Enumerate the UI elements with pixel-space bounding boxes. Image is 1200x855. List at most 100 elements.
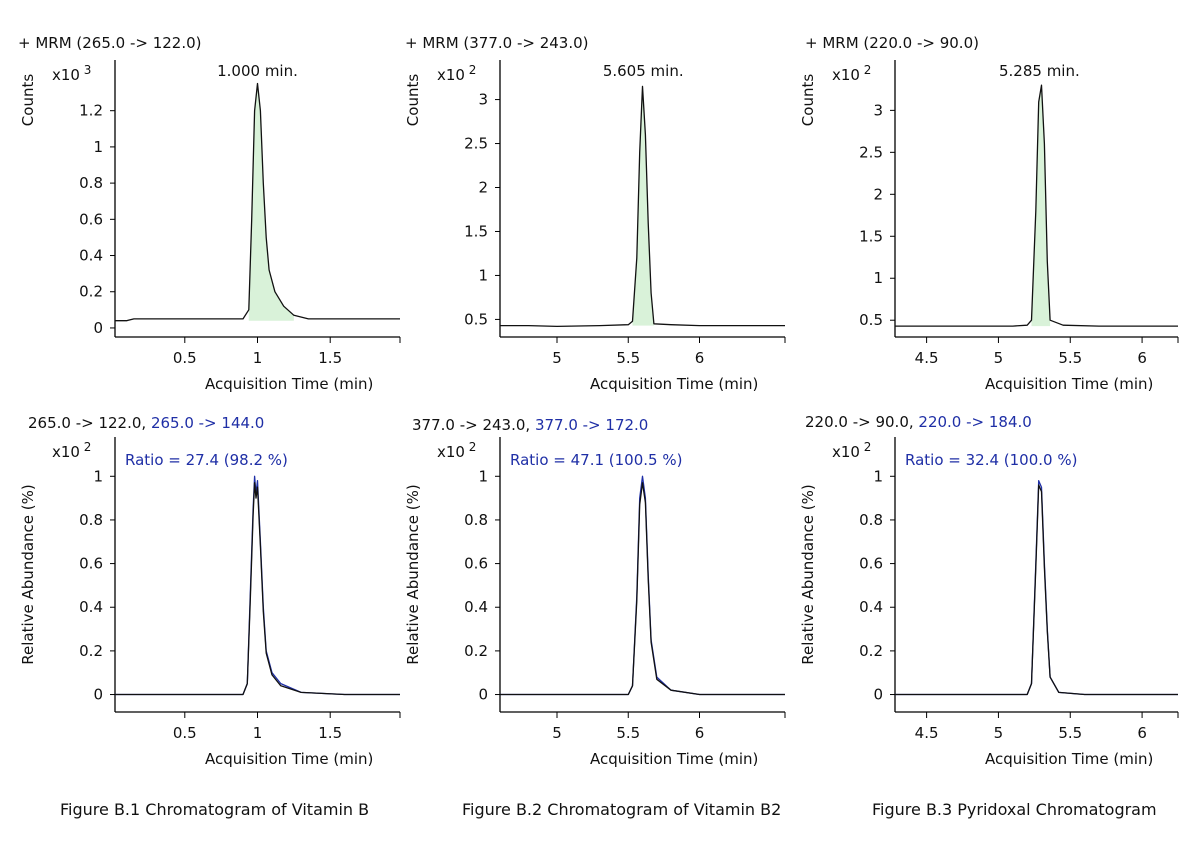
series-trace-1 [500, 475, 785, 696]
x-tick-label: 5 [552, 349, 562, 367]
series-trace-1 [500, 85, 785, 328]
x-tick-label: 5.5 [616, 724, 640, 742]
x-tick-label: 1.5 [318, 724, 342, 742]
x-tick-label: 5 [994, 349, 1004, 367]
y-tick-label: 2.5 [859, 143, 883, 161]
chart-title: 377.0 -> 243.0, 377.0 -> 172.0 [412, 416, 648, 434]
y-tick-label: 0 [478, 686, 488, 704]
x-tick-label: 4.5 [915, 724, 939, 742]
y-axis-label: Relative Abundance (%) [19, 484, 37, 664]
x-tick-label: 1.5 [318, 349, 342, 367]
quantifier-transition: 220.0 -> 90.0, [805, 413, 918, 431]
chart-panel-2: + MRM (377.0 -> 243.0) Counts x10 2 0.5 1 1.5… [404, 34, 786, 393]
x-tick-label: 1 [253, 349, 263, 367]
x-axis-label: Acquisition Time (min) [985, 750, 1153, 768]
chart-panel-4: 265.0 -> 122.0, 265.0 -> 144.0 Relative A… [19, 414, 401, 768]
x-tick-label: 6 [1137, 724, 1147, 742]
x-axis-label: Acquisition Time (min) [590, 750, 758, 768]
chart-panel-6: 220.0 -> 90.0, 220.0 -> 184.0 Relative Ab… [799, 413, 1179, 768]
y-tick-label: 0.8 [859, 511, 883, 529]
y-tick-label: 0 [93, 686, 103, 704]
x-tick-label: 6 [695, 724, 705, 742]
y-tick-label: 1 [873, 269, 883, 287]
y-multiplier: x10 2 [52, 440, 91, 461]
y-axis-label: Counts [799, 74, 817, 127]
y-multiplier: x10 2 [832, 440, 871, 461]
y-tick-label: 0.5 [859, 311, 883, 329]
series-trace-2 [500, 482, 785, 696]
series-trace-1 [115, 82, 400, 322]
caption-figure-b3: Figure B.3 Pyridoxal Chromatogram [872, 800, 1157, 819]
x-tick-label: 5.5 [616, 349, 640, 367]
y-tick-label: 3 [873, 101, 883, 119]
y-axis-label: Counts [19, 74, 37, 127]
y-tick-label: 1.2 [79, 102, 103, 120]
x-tick-label: 0.5 [173, 724, 197, 742]
x-axis-label: Acquisition Time (min) [985, 375, 1153, 393]
peak-retention-label: 5.605 min. [603, 62, 684, 80]
y-tick-label: 0.2 [79, 283, 103, 301]
chart-title: 220.0 -> 90.0, 220.0 -> 184.0 [805, 413, 1032, 431]
series-trace-2 [895, 484, 1178, 696]
integrated-peak-area [1031, 85, 1051, 327]
y-tick-label: 0.8 [79, 174, 103, 192]
x-axis-label: Acquisition Time (min) [205, 375, 373, 393]
series-trace-1 [115, 475, 400, 696]
x-axis-label: Acquisition Time (min) [590, 375, 758, 393]
y-tick-label: 0.2 [859, 642, 883, 660]
x-tick-label: 1 [253, 724, 263, 742]
x-tick-label: 5 [994, 724, 1004, 742]
y-tick-label: 1 [93, 138, 103, 156]
y-tick-label: 0.6 [79, 555, 103, 573]
x-tick-label: 5.5 [1058, 349, 1082, 367]
x-axis-label: Acquisition Time (min) [205, 750, 373, 768]
qualifier-transition: 265.0 -> 144.0 [151, 414, 264, 432]
y-tick-label: 0.4 [79, 247, 103, 265]
x-tick-label: 6 [1137, 349, 1147, 367]
y-tick-label: 0.8 [79, 511, 103, 529]
ion-ratio-label: Ratio = 32.4 (100.0 %) [905, 451, 1077, 469]
integrated-peak-area [248, 83, 294, 321]
chart-title: + MRM (377.0 -> 243.0) [405, 34, 589, 52]
series-trace-1 [895, 84, 1178, 327]
quantifier-transition: 377.0 -> 243.0, [412, 416, 535, 434]
ion-ratio-label: Ratio = 27.4 (98.2 %) [125, 451, 288, 469]
x-tick-label: 0.5 [173, 349, 197, 367]
y-axis-label: Relative Abundance (%) [799, 484, 817, 664]
y-tick-label: 0.6 [464, 555, 488, 573]
y-tick-label: 0.6 [859, 555, 883, 573]
y-tick-label: 0 [93, 319, 103, 337]
y-tick-label: 0.2 [79, 642, 103, 660]
x-tick-label: 5 [552, 724, 562, 742]
y-tick-label: 0.2 [464, 642, 488, 660]
caption-figure-b1: Figure B.1 Chromatogram of Vitamin B [60, 800, 370, 819]
y-tick-label: 1 [93, 467, 103, 485]
quantifier-transition: 265.0 -> 122.0, [28, 414, 151, 432]
chart-panel-1: + MRM (265.0 -> 122.0) Counts x10 3 0 0.2 0.4… [18, 34, 401, 393]
y-tick-label: 1 [873, 467, 883, 485]
y-tick-label: 0.4 [79, 598, 103, 616]
y-axis-label: Relative Abundance (%) [404, 484, 422, 664]
y-tick-label: 0.5 [464, 310, 488, 328]
y-tick-label: 0.6 [79, 210, 103, 228]
integrated-peak-area [632, 86, 654, 326]
chart-title: 265.0 -> 122.0, 265.0 -> 144.0 [28, 414, 264, 432]
x-tick-label: 6 [695, 349, 705, 367]
y-tick-label: 2.5 [464, 135, 488, 153]
y-multiplier: x10 2 [437, 440, 476, 461]
y-tick-label: 0 [873, 686, 883, 704]
y-axis-label: Counts [404, 74, 422, 127]
chart-title: + MRM (220.0 -> 90.0) [805, 34, 979, 52]
y-multiplier: x10 2 [832, 63, 871, 84]
peak-retention-label: 5.285 min. [999, 62, 1080, 80]
peak-retention-label: 1.000 min. [217, 62, 298, 80]
x-tick-label: 4.5 [915, 349, 939, 367]
qualifier-transition: 377.0 -> 172.0 [535, 416, 648, 434]
qualifier-transition: 220.0 -> 184.0 [918, 413, 1031, 431]
chart-panel-3: + MRM (220.0 -> 90.0) Counts x10 2 0.5 1 1.5 2… [799, 34, 1179, 393]
chart-panel-5: 377.0 -> 243.0, 377.0 -> 172.0 Relative A… [404, 416, 786, 768]
y-tick-label: 0.4 [464, 598, 488, 616]
caption-figure-b2: Figure B.2 Chromatogram of Vitamin B2 [462, 800, 782, 819]
y-tick-label: 2 [873, 185, 883, 203]
